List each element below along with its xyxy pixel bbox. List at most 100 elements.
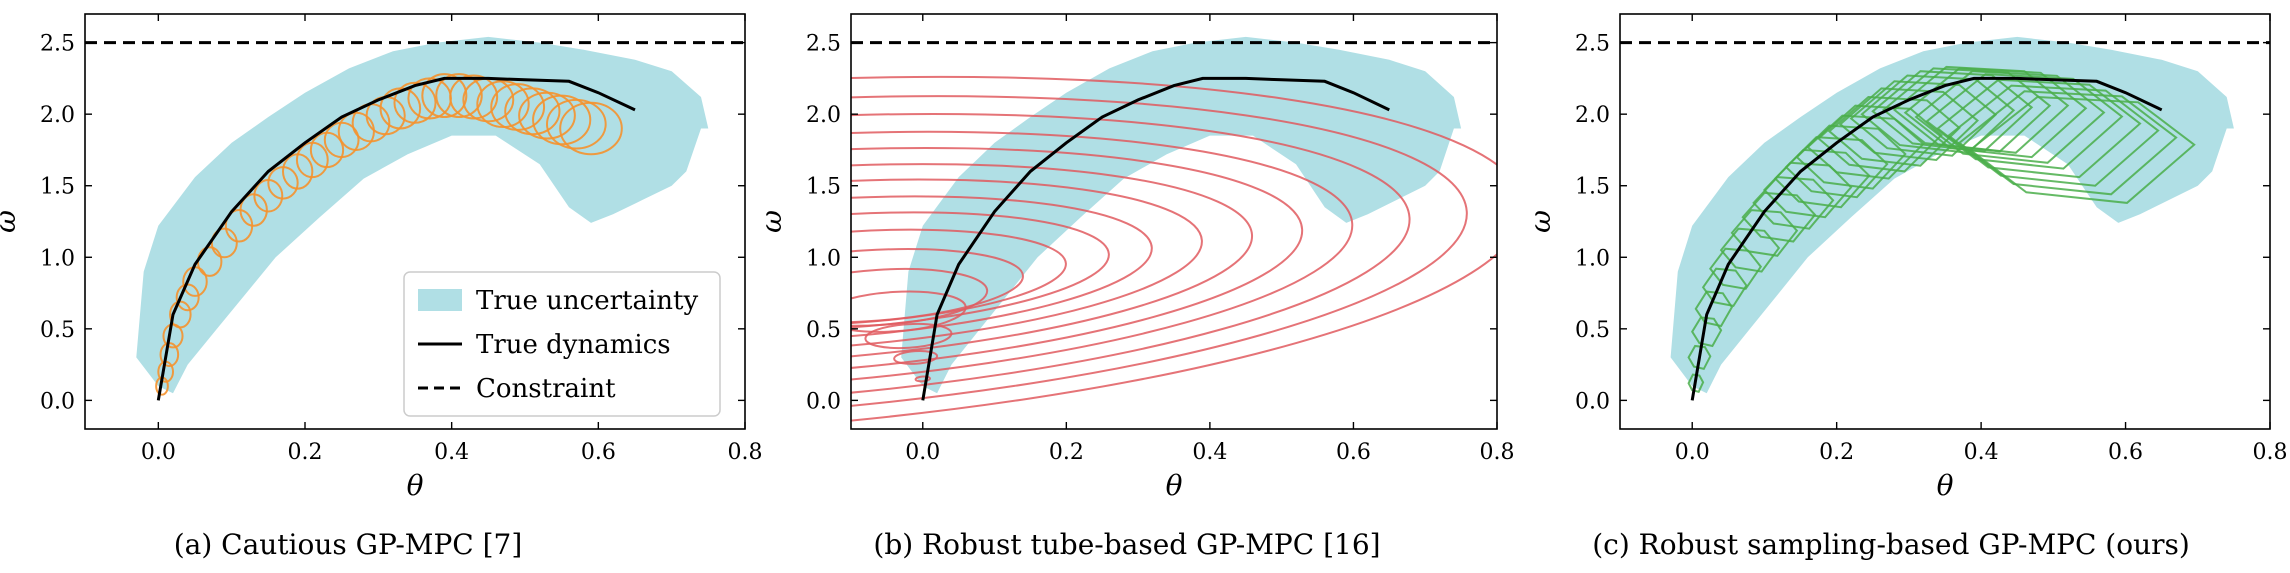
cautious-ellipse (518, 91, 576, 140)
x-tick-label: 0.2 (1049, 440, 1084, 465)
x-tick-label: 0.4 (1192, 440, 1227, 465)
y-tick-label: 0.0 (806, 389, 841, 414)
y-axis-label: ω (755, 210, 788, 233)
sample-polygon (1709, 247, 1763, 290)
panel-b-robust-tube-gp-mpc: 0.0 0.2 0.4 0.6 0.8 0.0 0.5 1.0 1.5 2.0 2.5 θ ω (755, 13, 1515, 502)
plot-area (1620, 36, 2270, 401)
plot-area (851, 36, 1497, 429)
y-tick-label: 0.5 (40, 318, 75, 343)
y-tick-label: 2.5 (40, 32, 75, 57)
y-tick-label: 2.5 (806, 32, 841, 57)
y-tick-label: 0.5 (1575, 318, 1610, 343)
panel-a-cautious-gp-mpc: 0.0 0.2 0.4 0.6 0.8 0.0 0.5 1.0 1.5 2.0 2.5 θ ω True … (0, 13, 763, 502)
sample-polygon (1719, 227, 1781, 273)
sample-polygon (1817, 104, 1943, 173)
tube-ellipse (851, 178, 1203, 354)
sample-polygon (1892, 65, 2070, 154)
x-tick-label: 0.2 (288, 440, 323, 465)
sample-polygon (1903, 67, 2088, 159)
y-tick-label: 2.0 (1575, 103, 1610, 128)
cautious-ellipse (559, 101, 623, 156)
y-tick-label: 1.0 (40, 246, 75, 271)
sample-polygon (1730, 209, 1799, 257)
axes-frame (84, 13, 746, 430)
caption-a: (a) Cautious GP-MPC [7] (173, 528, 523, 561)
cautious-ellipse (210, 227, 238, 259)
y-tick-label: 0.0 (40, 389, 75, 414)
x-tick-label: 0.4 (434, 440, 469, 465)
tube-ellipse (851, 95, 1468, 423)
legend-label-dynamics: True dynamics (476, 330, 671, 360)
y-tick-label: 1.5 (806, 175, 841, 200)
x-tick-label: 0.8 (728, 440, 763, 465)
cautious-ellipse (169, 300, 192, 329)
x-tick-label: 0.0 (141, 440, 176, 465)
tube-ellipse (893, 350, 939, 365)
x-tick-label: 0.6 (2108, 440, 2143, 465)
x-tick-label: 0.0 (1675, 440, 1710, 465)
sample-polygon (1838, 87, 1980, 162)
caption-c: (c) Robust sampling-based GP-MPC (ours) (1592, 528, 2190, 561)
sample-polygon (1914, 70, 2106, 164)
sample-polygon (1860, 74, 2016, 154)
sample-polygon (1701, 267, 1748, 308)
sample-polygon (1968, 95, 2196, 204)
x-tick-label: 0.4 (1964, 440, 1999, 465)
y-tick-label: 1.5 (40, 175, 75, 200)
tube-ellipse (851, 163, 1254, 366)
x-tick-label: 0.8 (1480, 440, 1515, 465)
y-tick-label: 2.0 (806, 103, 841, 128)
legend-label-uncertainty: True uncertainty (476, 286, 698, 316)
cautious-ellipse (449, 74, 499, 120)
sample-polygon (1871, 70, 2034, 153)
tube-ellipse (851, 195, 1153, 343)
tube-ellipse (851, 228, 1067, 326)
y-tick-label: 1.0 (1575, 246, 1610, 271)
sample-polygon (1882, 67, 2052, 153)
legend-label-constraint: Constraint (476, 374, 616, 404)
true-dynamics-line (1690, 76, 2163, 401)
y-tick-label: 0.0 (1575, 389, 1610, 414)
x-axis-label: θ (1166, 469, 1183, 502)
legend-box (403, 271, 721, 417)
y-axis-label: ω (0, 210, 22, 233)
x-tick-label: 0.0 (905, 440, 940, 465)
tube-ellipse (851, 130, 1354, 393)
true-uncertainty-region (136, 36, 709, 394)
true-dynamics-line (156, 76, 636, 401)
sample-polygon (1795, 124, 1907, 190)
sample-polygon (1687, 373, 1705, 393)
caption-b: (b) Robust tube-based GP-MPC [16] (873, 528, 1381, 561)
x-tick-label: 0.6 (1336, 440, 1371, 465)
sample-polygon (1687, 344, 1712, 371)
tube-ellipse (851, 112, 1411, 408)
panel-c-robust-sampling-gp-mpc: 0.0 0.2 0.4 0.6 0.8 0.0 0.5 1.0 1.5 2.0 2.5 θ ω (1524, 13, 2288, 502)
sample-polygon (1957, 90, 2178, 196)
true-dynamics-line (921, 76, 1390, 401)
y-tick-label: 1.5 (1575, 175, 1610, 200)
y-axis-label: ω (1524, 210, 1557, 233)
y-tick-label: 1.0 (806, 246, 841, 271)
true-uncertainty-region (901, 36, 1462, 394)
cautious-ellipse (546, 98, 607, 150)
cautious-ellipse (421, 73, 468, 119)
x-tick-label: 0.6 (581, 440, 616, 465)
plot-area (85, 36, 745, 401)
tube-ellipse (851, 211, 1110, 332)
true-uncertainty-region (1670, 36, 2234, 394)
x-axis-label: θ (407, 469, 424, 502)
sample-polygon (1925, 73, 2124, 170)
x-axis-label: θ (1937, 469, 1954, 502)
legend-swatch-uncertainty (418, 289, 462, 311)
axes-frame (850, 13, 1498, 430)
x-tick-label: 0.8 (2253, 440, 2288, 465)
y-tick-label: 2.0 (40, 103, 75, 128)
tube-ellipse (851, 146, 1304, 380)
y-tick-label: 0.5 (806, 318, 841, 343)
cautious-ellipse (435, 73, 483, 119)
sample-polygon (1946, 84, 2160, 187)
y-tick-label: 2.5 (1575, 32, 1610, 57)
axes-frame (1619, 13, 2271, 430)
x-tick-label: 0.2 (1819, 440, 1854, 465)
